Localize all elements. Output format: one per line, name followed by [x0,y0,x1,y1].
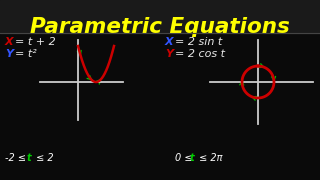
Text: X: X [5,37,14,47]
Text: ≤ 2π: ≤ 2π [196,153,222,163]
Bar [0,0,320,33]
Text: Parametric Equations: Parametric Equations [30,17,290,37]
Text: = 2 sin t: = 2 sin t [175,37,222,47]
Text: = t + 2: = t + 2 [15,37,56,47]
Text: -2 ≤: -2 ≤ [5,153,29,163]
Text: 0 ≤: 0 ≤ [175,153,196,163]
Text: t: t [190,153,195,163]
Text: Y: Y [5,49,13,59]
Text: = t²: = t² [15,49,37,59]
Text: = 2 cos t: = 2 cos t [175,49,225,59]
Text: t: t [27,153,32,163]
Text: Y: Y [165,49,173,59]
Text: ≤ 2: ≤ 2 [33,153,54,163]
Text: X: X [165,37,174,47]
